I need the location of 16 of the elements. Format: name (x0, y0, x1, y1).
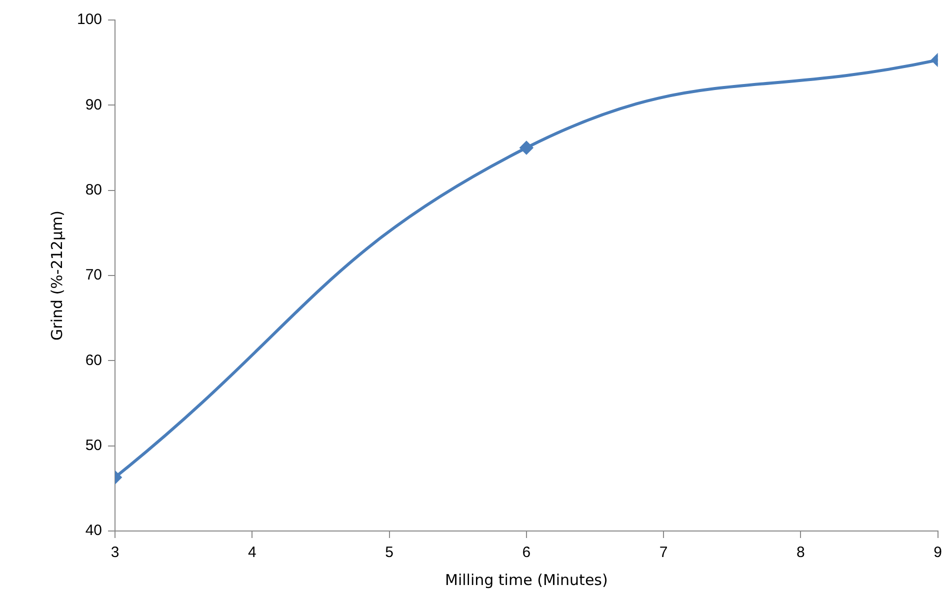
x-axis-title: Milling time (Minutes) (445, 570, 608, 589)
y-axis-title: Grind (%-212µm) (48, 210, 66, 340)
x-tick-label: 4 (248, 544, 256, 562)
x-tick-label: 3 (110, 544, 120, 562)
y-tick-label: 40 (85, 522, 102, 540)
x-tick-label: 9 (934, 544, 942, 562)
x-tick-label: 5 (385, 544, 394, 562)
y-tick-label: 90 (85, 96, 102, 114)
y-tick-label: 70 (85, 266, 102, 284)
x-tick-label: 8 (796, 544, 805, 562)
y-tick-label: 100 (76, 11, 102, 28)
y-tick-label: 80 (85, 181, 102, 198)
y-tick-label: 50 (85, 436, 102, 454)
y-tick-label: 60 (85, 352, 102, 369)
x-tick-label: 6 (522, 544, 531, 562)
x-tick-label: 7 (659, 544, 668, 562)
